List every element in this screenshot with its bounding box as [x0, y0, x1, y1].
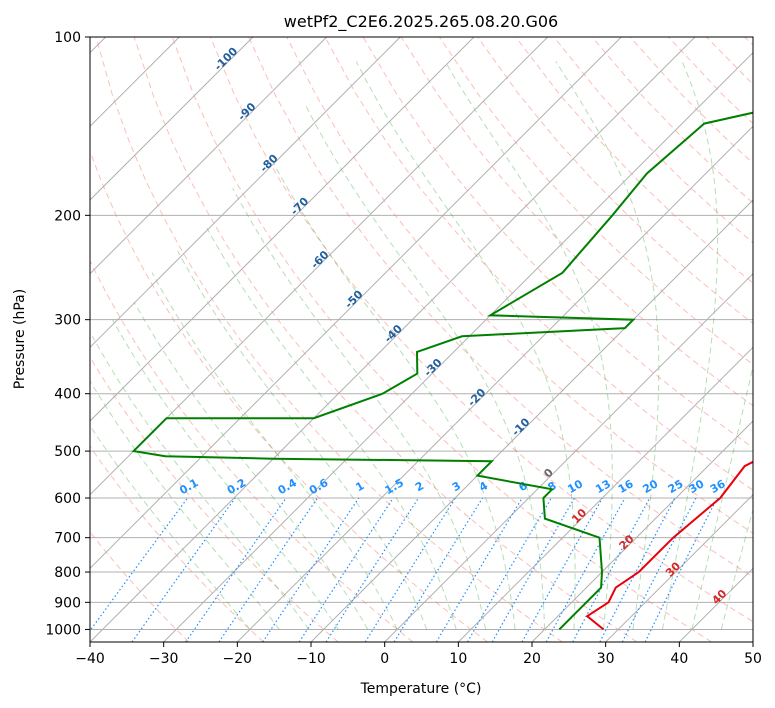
mixing-ratio-line: [435, 497, 523, 642]
x-tick-label: 40: [670, 651, 688, 667]
dry-adiabat: [324, 37, 753, 491]
background-lines: [90, 37, 753, 642]
mixing-ratio-line: [262, 497, 360, 642]
moist-adiabat: [112, 319, 339, 630]
moist-adiabat: [232, 187, 487, 630]
isotherm-line: [236, 125, 753, 642]
temperature-profile-line: [585, 460, 753, 631]
x-tick-label: −20: [223, 651, 253, 667]
y-tick-label: 700: [54, 531, 81, 547]
isotherm-line: [90, 37, 622, 570]
isotherm-line: [605, 493, 753, 642]
mixing-ratio-line: [572, 497, 651, 642]
series-group: [131, 111, 753, 631]
y-tick-label: 600: [54, 491, 81, 507]
isotherm-line: [752, 641, 753, 642]
moist-adiabat: [91, 336, 310, 630]
moist-adiabat: [444, 61, 613, 630]
isotherm-line: [90, 37, 254, 201]
mixing-ratio-line: [621, 497, 697, 642]
dewpoint-profile-line: [131, 111, 753, 631]
plot-background: [90, 37, 753, 642]
dry-adiabat: [286, 37, 753, 534]
isotherm-line: [90, 37, 696, 642]
moist-adiabat: [177, 251, 428, 630]
mixing-ratio-line: [644, 497, 718, 642]
moist-adiabat: [661, 61, 719, 630]
moist-adiabat: [151, 272, 398, 630]
dry-adiabat: [133, 37, 638, 642]
dry-adiabat: [477, 37, 753, 325]
dry-adiabat: [248, 37, 753, 578]
dry-adiabat: [90, 259, 414, 642]
isotherm-line: [90, 37, 475, 422]
y-tick-label: 900: [54, 595, 81, 611]
moist-adiabat: [304, 104, 546, 630]
isotherm-line: [531, 420, 753, 642]
moist-adiabat: [90, 424, 251, 630]
isotherm-line: [384, 272, 753, 642]
mixing-ratio-line: [393, 497, 484, 642]
y-tick-label: 300: [54, 313, 81, 329]
mixing-ratio-line: [545, 497, 626, 642]
x-tick-label: 0: [380, 651, 389, 667]
x-tick-label: −40: [75, 651, 105, 667]
x-axis-ticks: −40 −30 −20 −10 0 10 20 30 40 50: [75, 642, 762, 667]
dry-adiabat: [90, 445, 264, 642]
x-tick-label: −10: [296, 651, 326, 667]
y-axis-ticks: 100 200 300 400 500 600 700 800 900 1000: [45, 30, 90, 638]
moist-adiabat: [720, 507, 753, 630]
moist-adiabat: [133, 301, 369, 630]
dry-adiabat: [515, 37, 753, 284]
y-tick-label: 100: [54, 30, 81, 46]
chart-title: wetPf2_C2E6.2025.265.08.20.G06: [284, 12, 558, 32]
x-tick-label: 20: [523, 651, 541, 667]
isotherm-line: [163, 51, 753, 642]
moist-adiabat: [270, 157, 516, 630]
dry-adiabat: [171, 37, 712, 642]
moist-adiabat: [691, 363, 753, 630]
isotherm-line: [90, 37, 401, 349]
y-tick-label: 200: [54, 208, 81, 224]
y-axis-label: Pressure (hPa): [12, 289, 28, 389]
moist-adiabat: [90, 380, 280, 630]
y-tick-label: 800: [54, 565, 81, 581]
isotherm-line: [457, 346, 753, 642]
mixing-ratio-line: [364, 497, 456, 642]
mixing-ratio-line: [131, 497, 236, 642]
y-tick-label: 1000: [45, 622, 81, 638]
y-tick-label: 400: [54, 387, 81, 403]
mixing-ratio-line: [90, 497, 189, 632]
x-tick-label: 10: [449, 651, 467, 667]
x-tick-label: 30: [597, 651, 615, 667]
moist-adiabat: [555, 61, 660, 630]
x-axis-label: Temperature (°C): [360, 681, 482, 697]
isotherm-line: [310, 199, 753, 642]
mixing-ratio-line: [599, 497, 676, 642]
dry-adiabat: [210, 37, 753, 623]
plot-frame: [89, 36, 754, 643]
x-tick-label: −30: [149, 651, 179, 667]
moist-adiabat: [206, 227, 457, 630]
isotherm-line: [90, 37, 328, 275]
dry-adiabat: [90, 356, 339, 642]
y-tick-label: 500: [54, 444, 81, 460]
dry-adiabat: [95, 37, 563, 642]
x-tick-label: 50: [744, 651, 762, 667]
isotherm-line: [90, 37, 549, 496]
